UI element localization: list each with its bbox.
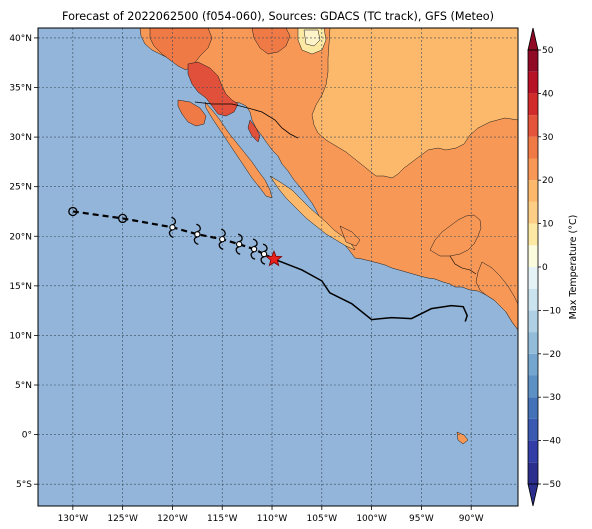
lon-tick-label: 115°W	[207, 514, 238, 524]
colorbar-label: Max Temperature (°C)	[568, 215, 579, 320]
colorbar-bin	[528, 353, 538, 376]
colorbar-tick-label: −10	[542, 306, 561, 316]
tropical-storm-icon	[193, 223, 201, 245]
colorbar-bin	[528, 158, 538, 181]
colorbar-min-extend	[527, 483, 539, 507]
lon-tick-label: 90°W	[459, 514, 484, 524]
land-hot3	[251, 28, 291, 55]
lat-tick-label: 10°N	[9, 331, 32, 341]
colorbar-tick-label: −30	[542, 393, 561, 403]
lon-tick-label: 130°W	[58, 514, 89, 524]
colorbar-bin	[528, 71, 538, 94]
land-hottest	[187, 61, 239, 117]
lon-tick-label: 110°W	[257, 514, 288, 524]
forecast-point-marker	[68, 206, 78, 217]
colorbar-bin	[528, 288, 538, 311]
land-hot4	[247, 119, 261, 143]
land-cooler	[311, 28, 518, 179]
colorbar-bin	[528, 115, 538, 137]
lon-tick-label: 120°W	[157, 514, 188, 524]
colorbar-tick-label: 30	[542, 133, 554, 143]
colorbar-tick-label: 50	[542, 46, 554, 56]
lat-tick-label: 35°N	[9, 84, 32, 94]
lat-tick-label: 40°N	[9, 34, 32, 44]
colorbar-tick-label: 0	[542, 263, 548, 273]
colorbar-tick-label: −20	[542, 350, 561, 360]
latitude-ticks: 40°N 35°N 30°N 25°N 20°N 15°N 10°N 5°N 0° 5°S	[9, 34, 38, 490]
map-panel: 130°W 125°W 120°W 115°W 110°W 105°W 100°W 95°W 9…	[9, 27, 519, 524]
wind-swath-line	[273, 258, 469, 322]
colorbar-bin	[528, 50, 538, 72]
map-frame	[37, 27, 519, 507]
lat-tick-label: 30°N	[9, 133, 32, 143]
colorbar-bin	[528, 332, 538, 354]
colorbar-bin	[528, 136, 538, 159]
colorbar-bin	[528, 397, 538, 419]
tropical-storm-icon	[235, 233, 243, 255]
colorbar-bin	[528, 310, 538, 333]
colorbar-tick-label: 40	[542, 89, 554, 99]
lat-tick-label: 25°N	[9, 183, 32, 193]
guatemala-border	[449, 255, 477, 275]
colorbar-bin	[528, 375, 538, 398]
colorbar-bin	[528, 267, 538, 289]
colorbar-bin	[528, 93, 538, 116]
colorbar-bin	[528, 180, 538, 202]
colorbar-tick-label: 10	[542, 220, 554, 230]
forecast-point-marker	[117, 213, 128, 224]
lat-tick-label: 5°N	[15, 381, 32, 391]
lat-tick-label: 15°N	[9, 282, 32, 292]
colorbar-tick-label: −50	[542, 480, 561, 490]
colorbar-bin	[528, 418, 538, 441]
lon-tick-label: 95°W	[409, 514, 434, 524]
lat-tick-label: 5°S	[16, 480, 32, 490]
land-hot2	[177, 99, 207, 127]
figure-title: Forecast of 2022062500 (f054-060), Sourc…	[62, 10, 494, 23]
us-mexico-border	[194, 101, 299, 139]
lat-tick-label: 20°N	[9, 232, 32, 242]
colorbar-bin	[528, 462, 538, 484]
tropical-storm-icon	[168, 216, 177, 238]
land-plateau	[269, 175, 356, 251]
land-temperature-layer	[139, 28, 518, 445]
colorbar-max-extend	[527, 27, 539, 51]
colorbar-bin	[528, 440, 538, 463]
tropical-storm-icon	[218, 228, 226, 250]
colorbar-bin	[528, 245, 538, 267]
lat-tick-label: 0°	[22, 431, 32, 441]
graticule	[38, 28, 518, 506]
longitude-ticks: 130°W 125°W 120°W 115°W 110°W 105°W 100°W 95°W 9…	[58, 506, 484, 524]
lon-tick-label: 105°W	[307, 514, 338, 524]
colorbar-tick-label: 20	[542, 176, 554, 186]
colorbar-tick-label: −40	[542, 437, 561, 447]
cyclone-track	[68, 206, 469, 322]
tropical-storm-icon	[260, 243, 268, 265]
lon-tick-label: 125°W	[107, 514, 138, 524]
current-position-star	[265, 249, 283, 267]
tropical-storm-icon	[250, 238, 258, 260]
colorbar-bin	[528, 201, 538, 224]
land-yucatan	[429, 214, 482, 257]
colorbar: −50 −40 −30 −20 −10 0 10 20 30 40 50 Max Temperatur…	[527, 27, 579, 507]
lon-tick-label: 100°W	[356, 514, 387, 524]
colorbar-bin	[528, 223, 538, 246]
